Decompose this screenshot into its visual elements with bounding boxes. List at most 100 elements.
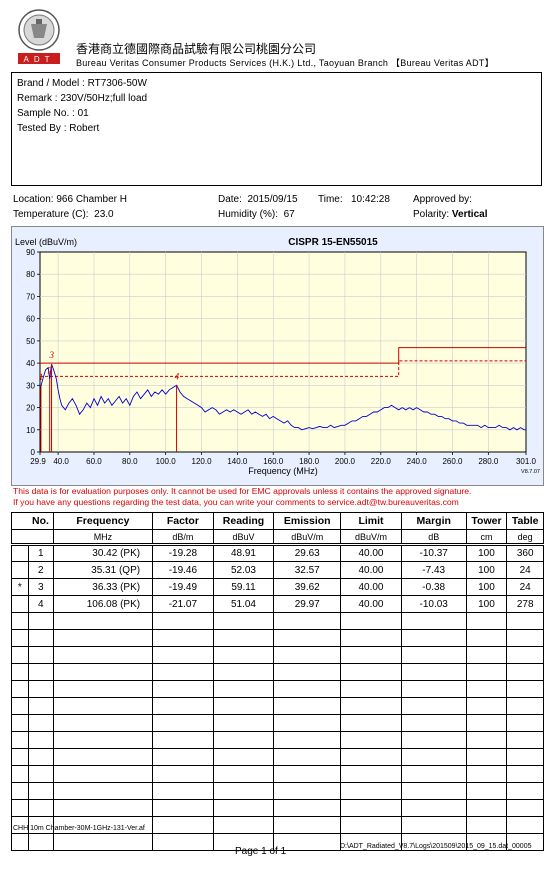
empty-table-row	[11, 765, 544, 783]
page-number: Page 1 of 1	[235, 846, 287, 857]
empty-cell	[11, 765, 29, 783]
empty-table-row	[11, 833, 544, 851]
cell-no: 2	[27, 561, 54, 579]
cell-tower: 100	[465, 595, 508, 613]
cell-emission: 29.97	[273, 595, 342, 613]
footer-antenna-file: CHH 10m Chamber-30M-1GHz-131-Ver.af	[13, 825, 145, 832]
header-margin: Margin	[400, 512, 467, 530]
cell-table: 24	[506, 561, 544, 579]
cell-mark	[11, 595, 29, 613]
empty-cell	[506, 612, 544, 630]
empty-cell	[27, 646, 54, 664]
empty-cell	[400, 680, 467, 698]
empty-table-row	[11, 748, 544, 766]
empty-cell	[212, 612, 275, 630]
approved-by-label: Approved by:	[413, 194, 472, 205]
y-tick-label: 70	[26, 292, 35, 301]
empty-cell	[152, 765, 214, 783]
empty-cell	[340, 663, 402, 681]
cell-factor: -19.46	[152, 561, 214, 579]
date: Date: 2015/09/15	[218, 194, 298, 205]
empty-cell	[152, 629, 214, 647]
empty-cell	[340, 680, 402, 698]
y-tick-label: 90	[26, 248, 35, 257]
date-label: Date:	[218, 194, 242, 205]
empty-cell	[273, 697, 342, 715]
empty-cell	[212, 748, 275, 766]
empty-cell	[27, 680, 54, 698]
humidity-value: 67	[283, 209, 295, 220]
unit-tower: cm	[465, 529, 508, 546]
cell-no: 4	[27, 595, 54, 613]
empty-cell	[152, 646, 214, 664]
header-reading: Reading	[212, 512, 275, 530]
unit-frequency: MHz	[52, 529, 154, 546]
empty-cell	[273, 646, 342, 664]
empty-cell	[152, 612, 214, 630]
location-label: Location:	[13, 194, 54, 205]
empty-cell	[27, 765, 54, 783]
empty-cell	[465, 816, 508, 834]
polarity: Polarity: Vertical	[413, 209, 488, 220]
unit-emission: dBuV/m	[273, 529, 342, 546]
empty-cell	[11, 680, 29, 698]
empty-cell	[340, 816, 402, 834]
empty-cell	[152, 714, 214, 732]
footer-data-path: D:\ADT_Radiated_V8.7\Logs\201509\2015_09…	[340, 843, 532, 850]
temperature: Temperature (C): 23.0	[13, 209, 114, 220]
empty-cell	[212, 697, 275, 715]
empty-cell	[11, 748, 29, 766]
marker-label: 1	[39, 372, 44, 382]
sample-info-box: Brand / Model : RT7306-50W Remark : 230V…	[11, 72, 542, 186]
empty-cell	[152, 816, 214, 834]
empty-cell	[400, 629, 467, 647]
location: Location: 966 Chamber H	[13, 194, 127, 205]
brand-model: Brand / Model : RT7306-50W	[17, 78, 147, 89]
empty-cell	[52, 833, 154, 851]
humidity-label: Humidity (%):	[218, 209, 279, 220]
cell-emission: 29.63	[273, 544, 342, 562]
temperature-value: 23.0	[94, 209, 114, 220]
empty-table-row	[11, 731, 544, 749]
cell-frequency: 106.08 (PK)	[52, 595, 154, 613]
emission-trace	[39, 363, 526, 431]
unit-no	[28, 529, 54, 546]
header-emission: Emission	[273, 512, 342, 530]
empty-cell	[465, 799, 508, 817]
empty-cell	[52, 748, 154, 766]
empty-cell	[152, 799, 214, 817]
limit-line	[40, 347, 526, 364]
cell-limit: 40.00	[340, 544, 402, 562]
x-tick-label: 120.0	[192, 457, 213, 466]
table-row: * 3 36.33 (PK) -19.49 59.11 39.62 40.00 …	[11, 578, 544, 596]
x-tick-label: 240.0	[407, 457, 428, 466]
empty-cell	[273, 799, 342, 817]
humidity: Humidity (%): 67	[218, 209, 295, 220]
table-units-row: MHz dB/m dBuV dBuV/m dBuV/m dB cm deg	[11, 529, 544, 546]
empty-cell	[465, 680, 508, 698]
empty-cell	[506, 765, 544, 783]
empty-cell	[340, 646, 402, 664]
empty-cell	[273, 629, 342, 647]
x-tick-label: 180.0	[299, 457, 320, 466]
empty-cell	[465, 646, 508, 664]
cell-limit: 40.00	[340, 595, 402, 613]
x-tick-label: 301.0	[516, 457, 537, 466]
empty-cell	[340, 748, 402, 766]
cell-limit: 40.00	[340, 561, 402, 579]
empty-table-row	[11, 612, 544, 630]
empty-cell	[506, 697, 544, 715]
empty-cell	[400, 714, 467, 732]
empty-cell	[400, 612, 467, 630]
marker-label: 2	[48, 366, 53, 376]
emission-chart: 0 10 20 30 40 50 60 70 80 90 29.9 40.0 60.0 80.0 100.0…	[15, 237, 540, 476]
unit-factor: dB/m	[152, 529, 214, 546]
empty-cell	[340, 765, 402, 783]
empty-cell	[273, 731, 342, 749]
polarity-value: Vertical	[451, 209, 488, 220]
y-tick-label: 40	[26, 359, 35, 368]
empty-cell	[11, 782, 29, 800]
x-tick-label: 29.9	[30, 457, 46, 466]
cell-frequency: 35.31 (QP)	[52, 561, 154, 579]
empty-table-row	[11, 629, 544, 647]
